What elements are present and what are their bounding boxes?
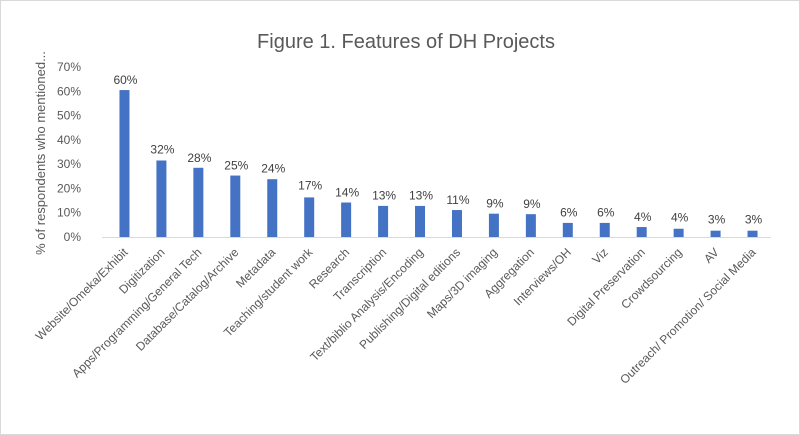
y-tick-label: 40% xyxy=(57,133,81,147)
data-label: 4% xyxy=(634,210,652,224)
data-label: 6% xyxy=(560,205,578,219)
y-tick-label: 10% xyxy=(57,206,81,220)
y-tick-label: 70% xyxy=(57,60,81,74)
data-label: 25% xyxy=(224,159,248,173)
y-tick-label: 20% xyxy=(57,181,81,195)
data-label: 28% xyxy=(187,151,211,165)
bar xyxy=(673,228,684,237)
data-label: 11% xyxy=(446,193,469,207)
bar xyxy=(636,227,647,237)
y-tick-label: 60% xyxy=(57,84,81,98)
y-axis-title: % of respondents who mentioned... xyxy=(33,51,48,255)
bar xyxy=(599,222,610,237)
bar xyxy=(341,202,352,237)
y-axis-ticks: 0% 10% 20% 30% 40% 50% 60% 70% xyxy=(57,60,81,244)
bars-group xyxy=(119,90,758,237)
data-label: 6% xyxy=(597,205,615,219)
data-label: 24% xyxy=(261,162,285,176)
data-label: 9% xyxy=(523,197,541,211)
data-label: 3% xyxy=(708,213,726,227)
bar xyxy=(119,90,130,237)
bar xyxy=(710,230,721,237)
bar xyxy=(193,167,204,237)
bar xyxy=(488,213,499,237)
bar xyxy=(525,214,536,237)
y-tick-label: 30% xyxy=(57,157,81,171)
category-labels-group: Website/Omeka/ExhibitDigitizationApps/Pr… xyxy=(33,245,759,387)
category-label: Outreach/ Promotion/ Social Media xyxy=(617,245,759,387)
data-label: 60% xyxy=(113,73,137,87)
bar xyxy=(415,205,426,237)
bar xyxy=(451,210,462,237)
category-label: AV xyxy=(701,245,722,266)
data-label: 13% xyxy=(372,188,396,202)
data-label: 13% xyxy=(409,188,433,202)
data-labels-group: 60% 32% 28% 25% 24% 17% 14% 13% 13% 11% 9% 9% 6% 6% 4%… xyxy=(113,73,762,227)
bar xyxy=(378,205,389,237)
data-label: 3% xyxy=(745,213,763,227)
bar xyxy=(747,230,758,237)
data-label: 32% xyxy=(150,142,174,156)
y-tick-label: 0% xyxy=(64,230,82,244)
y-tick-label: 50% xyxy=(57,109,81,123)
data-label: 17% xyxy=(298,179,322,193)
data-label: 14% xyxy=(335,186,359,200)
data-label: 9% xyxy=(486,197,504,211)
bar xyxy=(230,175,241,237)
category-label: Viz xyxy=(589,245,611,267)
bar xyxy=(562,222,573,237)
bar xyxy=(267,179,278,237)
bar xyxy=(304,197,315,237)
data-label: 4% xyxy=(671,210,689,224)
chart-title: Figure 1. Features of DH Projects xyxy=(257,31,555,53)
bar xyxy=(156,160,167,237)
